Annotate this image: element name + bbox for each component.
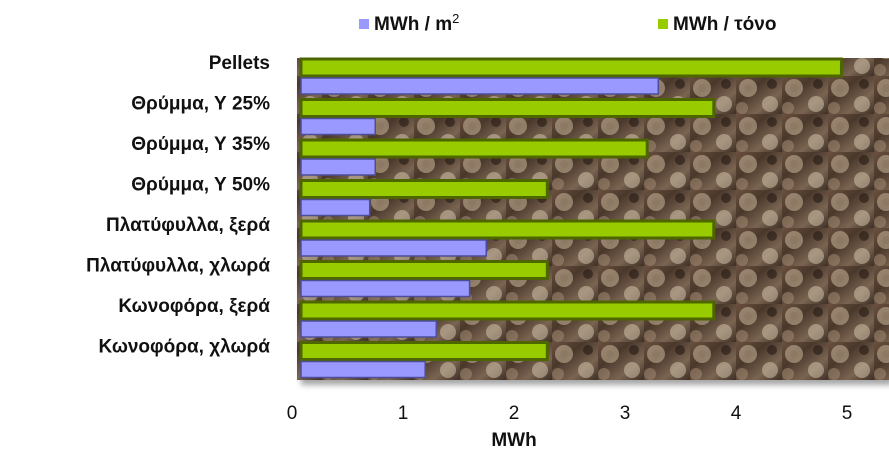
legend: MWh / m2 MWh / τόνο bbox=[359, 11, 776, 35]
x-tick-label-5: 5 bbox=[842, 403, 853, 424]
category-label-7: Κωνοφόρα, χλωρά bbox=[99, 337, 271, 358]
bar-m2-6 bbox=[300, 320, 438, 338]
bar-tonne-6 bbox=[299, 300, 716, 321]
category-label-4: Πλατύφυλλα, ξερά bbox=[106, 215, 270, 236]
category-label-0: Pellets bbox=[209, 53, 270, 74]
category-label-6: Κωνοφόρα, ξερά bbox=[118, 296, 270, 317]
bar-m2-1 bbox=[300, 117, 376, 136]
bar-tonne-3 bbox=[299, 179, 549, 199]
x-tick-label-0: 0 bbox=[287, 403, 298, 424]
bar-tonne-5 bbox=[299, 260, 549, 280]
bar-m2-0 bbox=[300, 77, 660, 95]
legend-swatch-m2 bbox=[359, 19, 369, 29]
category-label-3: Θρύμμα, Υ 50% bbox=[131, 175, 270, 196]
legend-swatch-tonne bbox=[658, 19, 668, 29]
legend-label-m2-base: MWh / m bbox=[374, 14, 452, 35]
legend-label-m2: MWh / m2 bbox=[374, 11, 459, 35]
bar-m2-4 bbox=[300, 239, 487, 257]
bar-tonne-0 bbox=[299, 57, 843, 78]
bar-m2-2 bbox=[300, 158, 376, 176]
x-axis-title: MWh bbox=[491, 430, 536, 451]
bar-tonne-1 bbox=[299, 98, 716, 118]
legend-label-tonne: MWh / τόνο bbox=[673, 14, 776, 35]
bar-tonne-7 bbox=[299, 341, 549, 361]
x-tick-label-2: 2 bbox=[509, 403, 520, 424]
x-tick-labels: 0 1 2 3 4 5 bbox=[287, 403, 853, 424]
category-label-2: Θρύμμα, Υ 35% bbox=[131, 134, 270, 155]
bars-group bbox=[299, 57, 843, 379]
category-labels: Pellets Θρύμμα, Υ 25% Θρύμμα, Υ 35% Θρύμμα,… bbox=[86, 53, 270, 358]
legend-label-m2-superscript: 2 bbox=[452, 11, 459, 26]
bar-m2-5 bbox=[300, 279, 471, 298]
x-tick-label-3: 3 bbox=[620, 403, 631, 424]
x-tick-label-1: 1 bbox=[398, 403, 409, 424]
bar-tonne-2 bbox=[299, 138, 649, 159]
category-label-1: Θρύμμα, Υ 25% bbox=[131, 94, 270, 115]
bar-m2-3 bbox=[300, 198, 371, 217]
category-label-5: Πλατύφυλλα, χλωρά bbox=[86, 256, 270, 277]
bar-m2-7 bbox=[300, 360, 426, 379]
x-tick-label-4: 4 bbox=[731, 403, 742, 424]
bar-tonne-4 bbox=[299, 219, 716, 240]
